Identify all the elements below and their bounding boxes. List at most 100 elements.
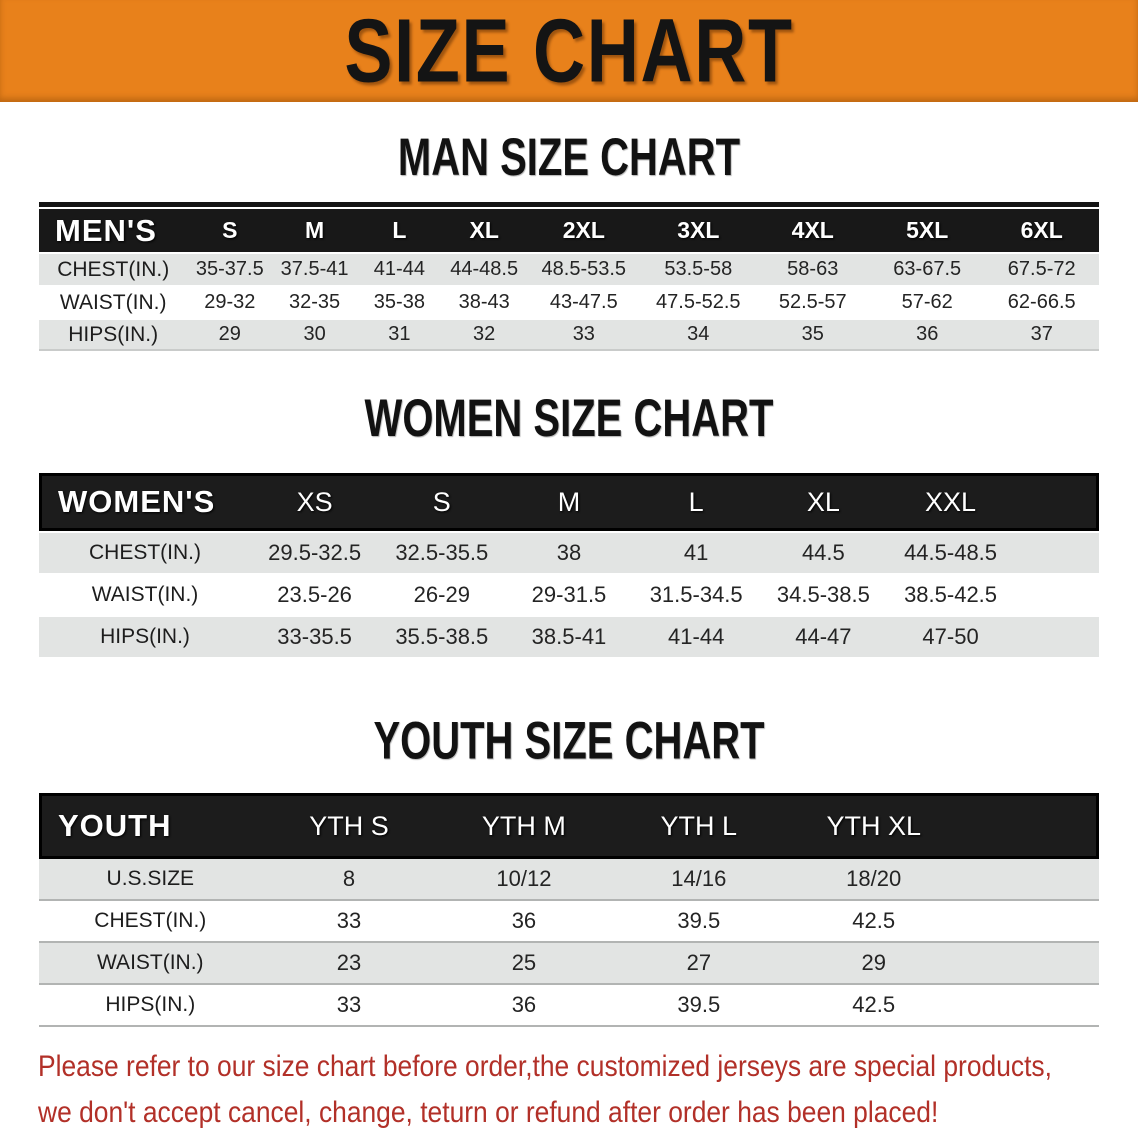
section-youth-size-chart: YOUTH SIZE CHART YOUTH YTH S YTH M YTH L YTH … xyxy=(0,659,1138,1027)
size-cell: 30 xyxy=(272,320,357,351)
size-cell: 58-63 xyxy=(787,258,839,280)
cell-filler xyxy=(1014,617,1099,657)
size-column-header: L xyxy=(356,209,442,252)
women-size-chart-table: WOMEN'S XS S M L XL XXL CHEST(IN.) 29.5-32.5 32.5… xyxy=(39,471,1099,659)
size-column-header: XXL xyxy=(886,473,1015,531)
size-cell: 42.5 xyxy=(786,985,962,1027)
banner: SIZE CHART xyxy=(0,0,1138,102)
size-cell: 57-62 xyxy=(901,291,953,313)
header-filler xyxy=(1014,473,1099,531)
table-row: HIPS(IN.) 29 30 31 32 33 34 35 36 37 xyxy=(39,320,1099,351)
size-cell: 32.5-35.5 xyxy=(395,540,489,565)
size-cell: 35-37.5 xyxy=(195,258,264,280)
youth-size-chart-table: YOUTH YTH S YTH M YTH L YTH XL U.S.SIZE 8 10/12… xyxy=(39,793,1099,1027)
size-column-header: S xyxy=(378,473,506,531)
size-cell: 33-35.5 xyxy=(277,624,352,649)
size-column-header: YTH L xyxy=(611,793,787,859)
row-label: U.S.SIZE xyxy=(39,859,262,901)
table-group-label: MEN'S xyxy=(39,209,188,252)
size-cell: 62-66.5 xyxy=(1007,291,1076,313)
size-cell: 34 xyxy=(641,320,756,351)
header-row: MEN'S S M L XL 2XL 3XL 4XL 5XL 6XL xyxy=(39,209,1099,252)
size-cell: 35.5-38.5 xyxy=(395,624,489,649)
size-column-header: 4XL xyxy=(755,209,870,252)
size-cell: 41-44 xyxy=(668,624,725,649)
table-row: WAIST(IN.) 23 25 27 29 xyxy=(39,943,1099,985)
size-cell: 29-32 xyxy=(204,291,256,313)
table-row: HIPS(IN.) 33-35.5 35.5-38.5 38.5-41 41-44 44-… xyxy=(39,617,1099,657)
size-column-header: L xyxy=(632,473,760,531)
size-cell: 37.5-41 xyxy=(280,258,349,280)
size-cell: 36 xyxy=(436,901,612,943)
table-group-label: YOUTH xyxy=(39,793,262,859)
section-women-size-chart: WOMEN SIZE CHART WOMEN'S XS S M L XL XXL CHEST(I… xyxy=(0,353,1138,659)
table-row: WAIST(IN.) 29-32 32-35 35-38 38-43 43-47.5 47.… xyxy=(39,287,1099,318)
size-cell: 35 xyxy=(755,320,870,351)
size-cell: 38.5-42.5 xyxy=(904,582,998,607)
table-row: CHEST(IN.) 35-37.5 37.5-41 41-44 44-48.5 48.5… xyxy=(39,254,1099,285)
size-cell: 67.5-72 xyxy=(1007,258,1076,280)
size-cell: 41-44 xyxy=(373,258,425,280)
size-cell: 18/20 xyxy=(786,859,962,901)
size-cell: 47-50 xyxy=(922,624,979,649)
size-cell: 38-43 xyxy=(458,291,510,313)
size-cell: 33 xyxy=(526,320,642,351)
row-label: WAIST(IN.) xyxy=(39,943,262,985)
row-label: WAIST(IN.) xyxy=(59,290,167,314)
size-cell: 44.5 xyxy=(801,540,845,565)
size-cell: 25 xyxy=(436,943,612,985)
cell-filler xyxy=(961,985,1099,1027)
cell-filler xyxy=(961,859,1099,901)
size-cell: 23.5-26 xyxy=(277,582,352,607)
row-label: WAIST(IN.) xyxy=(91,583,199,606)
size-cell: 34.5-38.5 xyxy=(776,582,870,607)
size-cell: 63-67.5 xyxy=(893,258,962,280)
size-cell: 35-38 xyxy=(373,291,425,313)
section-heading: MAN SIZE CHART xyxy=(397,127,741,187)
table-row: CHEST(IN.) 29.5-32.5 32.5-35.5 38 41 44.5 44.5… xyxy=(39,533,1099,573)
row-label: HIPS(IN.) xyxy=(100,625,190,648)
size-cell: 14/16 xyxy=(611,859,787,901)
size-cell: 29 xyxy=(786,943,962,985)
disclaimer-line-1: Please refer to our size chart before or… xyxy=(38,1050,1052,1083)
size-cell: 38 xyxy=(556,540,582,565)
size-column-header: XS xyxy=(251,473,379,531)
size-cell: 37 xyxy=(984,320,1099,351)
cell-filler xyxy=(1014,575,1099,615)
size-column-header: 2XL xyxy=(526,209,642,252)
row-label: HIPS(IN.) xyxy=(39,985,262,1027)
size-cell: 41 xyxy=(683,540,709,565)
cell-filler xyxy=(961,943,1099,985)
man-size-chart-table: MEN'S S M L XL 2XL 3XL 4XL 5XL 6XL CHEST(IN.) 35-37… xyxy=(39,202,1099,353)
size-cell: 53.5-58 xyxy=(664,258,733,280)
size-cell: 26-29 xyxy=(413,582,470,607)
size-cell: 29-31.5 xyxy=(531,582,607,607)
size-cell: 31 xyxy=(356,320,442,351)
table-row: HIPS(IN.) 33 36 39.5 42.5 xyxy=(39,985,1099,1027)
size-cell: 43-47.5 xyxy=(549,291,618,313)
page-title: SIZE CHART xyxy=(344,0,794,101)
size-column-header: 6XL xyxy=(984,209,1099,252)
row-label: HIPS(IN.) xyxy=(39,320,188,351)
header-row: YOUTH YTH S YTH M YTH L YTH XL xyxy=(39,793,1099,859)
size-column-header: 3XL xyxy=(641,209,756,252)
size-column-header: YTH XL xyxy=(786,793,962,859)
size-cell: 36 xyxy=(869,320,985,351)
size-cell: 31.5-34.5 xyxy=(649,582,743,607)
section-heading: WOMEN SIZE CHART xyxy=(364,388,774,448)
size-cell: 38.5-41 xyxy=(531,624,607,649)
size-column-header: YTH S xyxy=(261,793,437,859)
size-cell: 47.5-52.5 xyxy=(656,291,741,313)
table-row: U.S.SIZE 8 10/12 14/16 18/20 xyxy=(39,859,1099,901)
section-man-size-chart: MAN SIZE CHART MEN'S S M L XL 2XL 3XL 4XL 5XL 6XL C… xyxy=(0,102,1138,353)
header-row: WOMEN'S XS S M L XL XXL xyxy=(39,473,1099,531)
size-cell: 32 xyxy=(441,320,527,351)
size-column-header: M xyxy=(505,473,633,531)
size-cell: 8 xyxy=(261,859,437,901)
size-cell: 23 xyxy=(261,943,437,985)
table-group-label: WOMEN'S xyxy=(39,473,252,531)
size-column-header: XL xyxy=(441,209,527,252)
section-heading: YOUTH SIZE CHART xyxy=(373,711,765,771)
size-column-header: YTH M xyxy=(436,793,612,859)
size-cell: 33 xyxy=(261,985,437,1027)
